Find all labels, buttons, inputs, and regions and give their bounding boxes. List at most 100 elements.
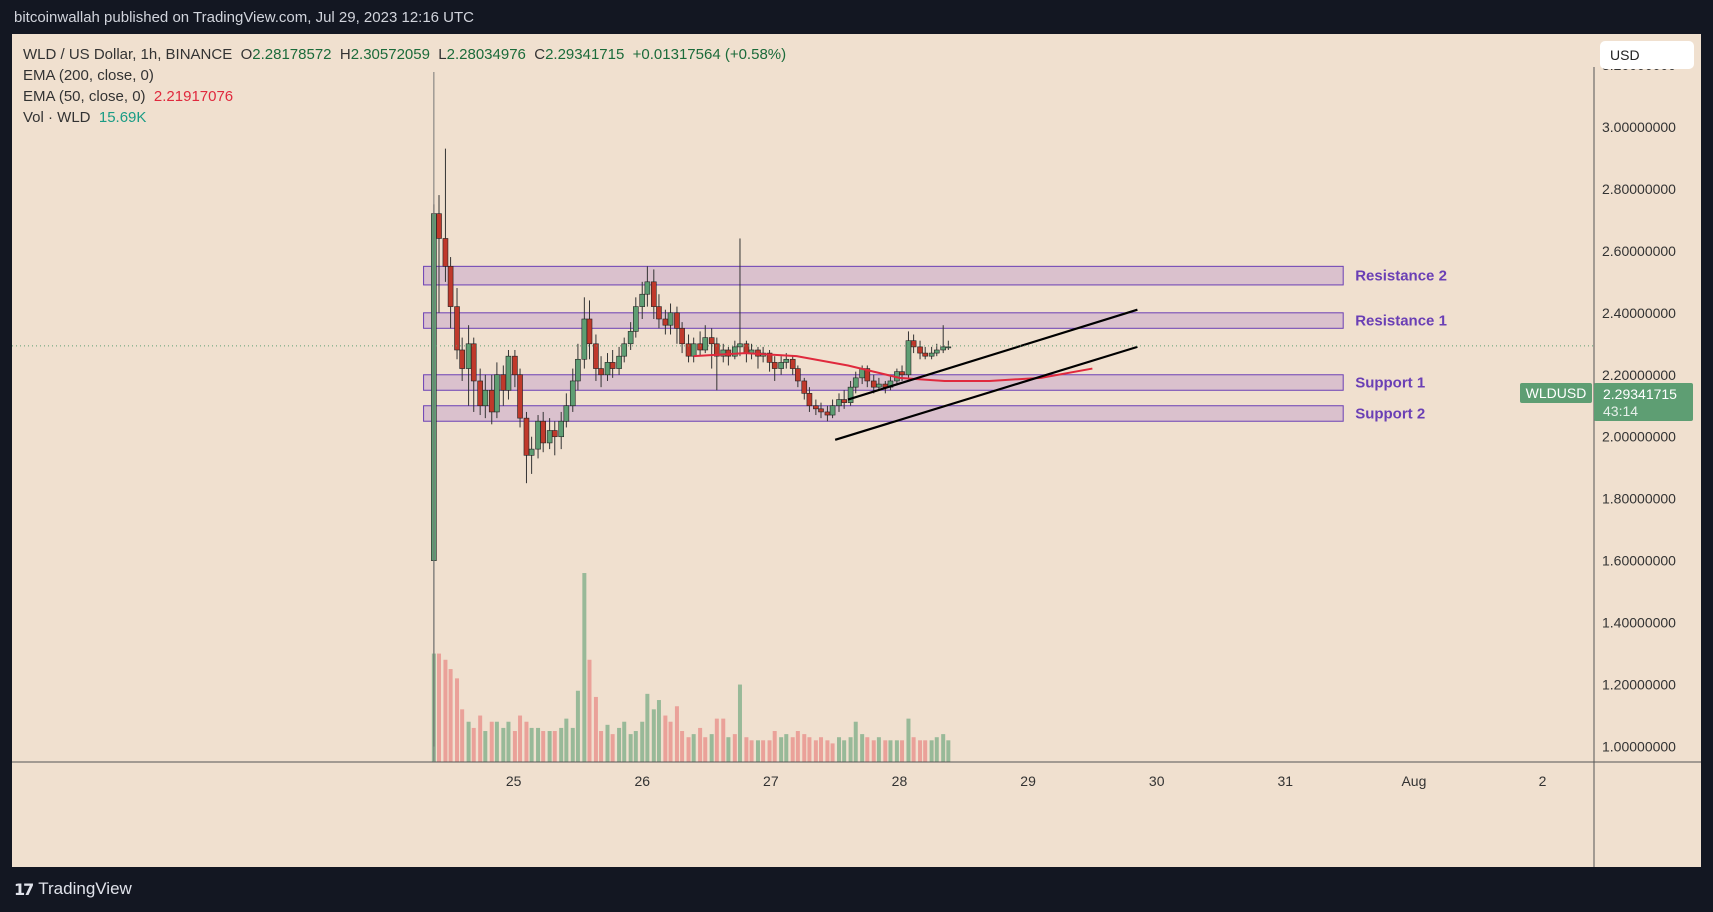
ema50-row[interactable]: EMA (50, close, 0) 2.21917076 — [23, 86, 786, 107]
candle-body — [917, 346, 923, 354]
channel-line[interactable] — [847, 308, 1138, 401]
zone-rect[interactable] — [423, 265, 1344, 286]
volume-bar — [732, 734, 737, 762]
volume-bar — [593, 696, 598, 762]
candle — [806, 387, 813, 412]
tradingview-logo-icon: 17 — [14, 879, 34, 899]
volume-bar — [628, 734, 633, 762]
candle — [841, 390, 847, 409]
candle-body — [470, 343, 477, 382]
volume-bar — [709, 734, 714, 762]
candle — [454, 288, 460, 360]
candle-body — [581, 318, 588, 360]
candle — [459, 337, 465, 381]
symbol-price-tag: WLDUSD — [1520, 383, 1592, 403]
candle-body — [864, 368, 871, 382]
y-tick-label: 2.80000000 — [1602, 181, 1676, 197]
volume-bar — [471, 727, 476, 762]
candle — [697, 331, 703, 357]
candle-body — [477, 380, 483, 407]
volume-bar — [536, 727, 541, 762]
volume-bar — [663, 715, 668, 762]
volume-bar — [767, 740, 772, 762]
candle — [801, 377, 808, 400]
candle — [876, 377, 882, 391]
candle — [789, 356, 796, 375]
zone-rect[interactable] — [423, 312, 1344, 329]
volume-bar — [455, 678, 460, 762]
volume-row[interactable]: Vol · WLD 15.69K — [23, 107, 786, 128]
candle-body — [870, 380, 877, 388]
ema50-line — [693, 352, 1093, 382]
candle-body — [575, 358, 581, 382]
price-chart[interactable]: Resistance 2 Resistance 1 Support 1 Support… — [12, 34, 1701, 867]
volume-bar — [772, 731, 777, 762]
candle-body — [454, 306, 460, 351]
volume-bar — [865, 737, 870, 762]
candle-body — [667, 312, 674, 326]
candle-body — [847, 386, 854, 403]
y-tick-label: 2.20000000 — [1602, 367, 1676, 383]
volume-bar — [622, 721, 627, 762]
candle — [563, 393, 570, 428]
candle — [743, 340, 750, 363]
volume-bar — [923, 740, 928, 762]
candle-body — [621, 343, 628, 357]
published-text: bitcoinwallah published on TradingView.c… — [14, 9, 475, 26]
symbol-name[interactable]: WLD / US Dollar, 1h, BINANCE — [23, 46, 233, 63]
candle — [922, 346, 928, 360]
candle — [771, 356, 778, 381]
volume-bar — [860, 734, 865, 762]
volume-bar — [640, 721, 645, 762]
volume-bar — [483, 731, 488, 762]
volume-bar — [437, 653, 442, 762]
candle-body — [436, 213, 442, 239]
volume-bar — [645, 693, 650, 762]
candle — [616, 346, 622, 375]
volume-bar — [466, 721, 471, 762]
candle-body — [662, 318, 669, 326]
candle-body — [940, 346, 946, 351]
close-value: 2.29341715 — [545, 46, 625, 63]
candle — [795, 365, 801, 388]
candle-body — [674, 312, 680, 329]
candle — [632, 297, 639, 338]
candle — [581, 297, 588, 369]
tradingview-logo[interactable]: 17 TradingView — [14, 877, 132, 901]
ascending-channel — [834, 308, 1138, 441]
ema200-row[interactable]: EMA (200, close, 0) — [23, 65, 786, 86]
open-label: O — [240, 46, 253, 63]
volume-bar — [610, 734, 615, 762]
currency-button[interactable]: USD — [1600, 41, 1694, 69]
candle — [708, 328, 715, 369]
candle-body — [783, 358, 790, 363]
volume-bar — [605, 724, 610, 762]
volume-bar — [929, 740, 934, 762]
volume-bar — [541, 731, 546, 762]
candle-body — [801, 380, 808, 394]
volume-bar — [837, 737, 842, 762]
candle-body — [778, 362, 784, 369]
candle-body — [690, 343, 697, 357]
volume-bar — [570, 727, 575, 762]
candle — [505, 349, 512, 400]
volume-value: 15.69K — [98, 109, 147, 126]
volume-bar — [547, 731, 552, 762]
volume-bar — [807, 737, 812, 762]
candle-body — [535, 420, 541, 450]
channel-line[interactable] — [834, 345, 1138, 441]
volume-bar — [506, 721, 511, 762]
zone-rect[interactable] — [423, 405, 1344, 422]
candle-body — [933, 349, 940, 354]
candle-body — [737, 343, 743, 348]
candle — [593, 334, 599, 381]
volume-bar — [721, 718, 726, 762]
candle-body — [494, 374, 500, 413]
last-price: 2.29341715 — [1603, 386, 1677, 402]
y-tick-label: 1.00000000 — [1602, 739, 1676, 755]
candle-body — [910, 340, 917, 348]
candle-body — [563, 405, 570, 422]
y-tick-label: 2.60000000 — [1602, 243, 1676, 259]
candle-body — [656, 306, 662, 320]
candle — [546, 418, 553, 450]
